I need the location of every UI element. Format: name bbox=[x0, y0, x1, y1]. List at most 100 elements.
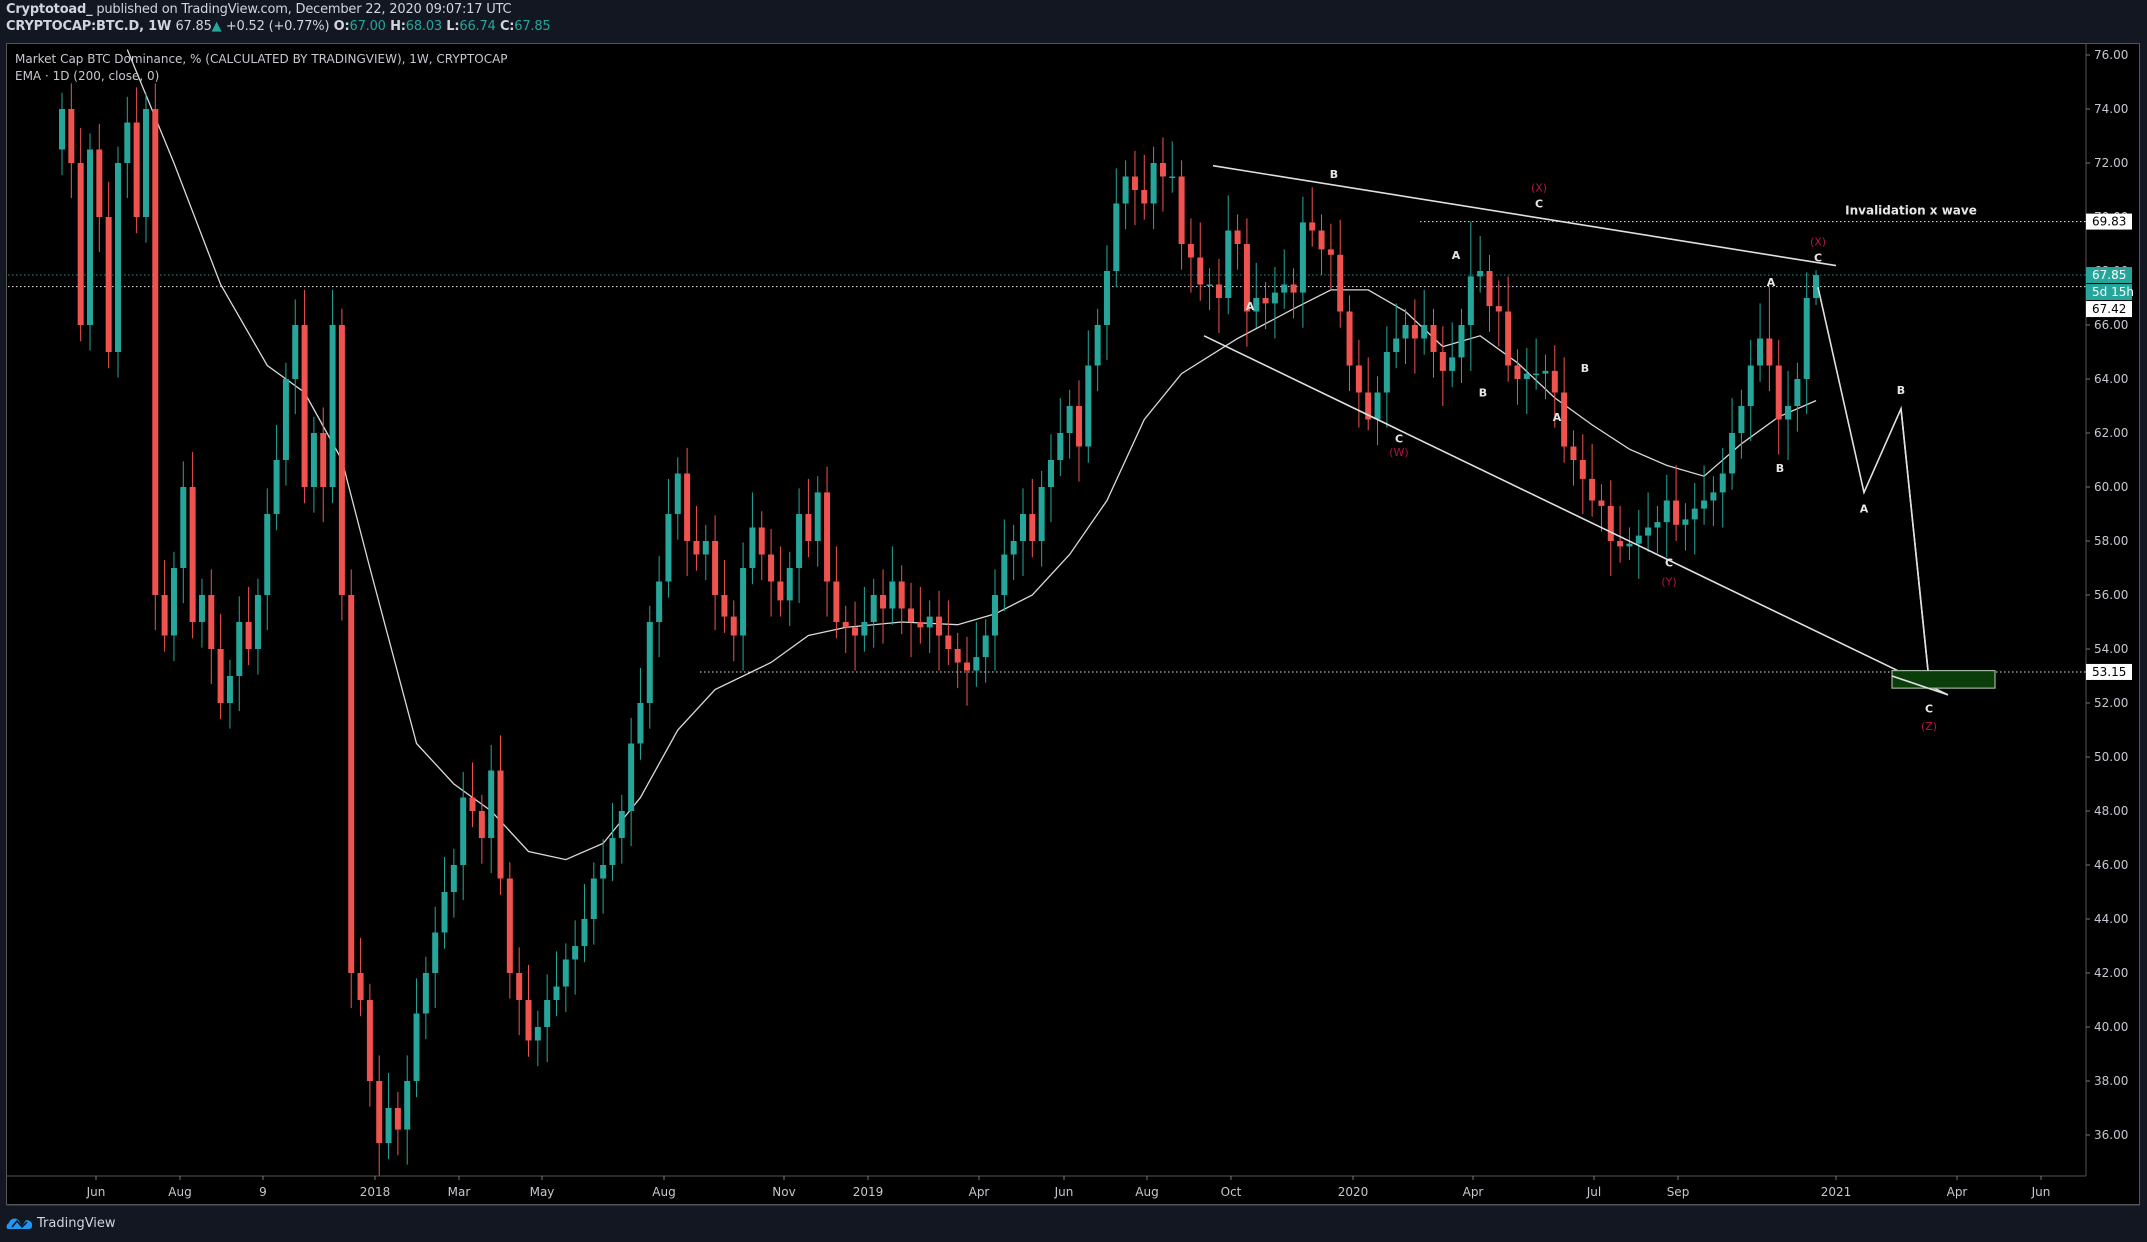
candle bbox=[1309, 187, 1316, 247]
candle bbox=[805, 478, 812, 558]
wave-label[interactable]: B bbox=[1776, 462, 1784, 475]
candle bbox=[1337, 219, 1344, 328]
candle bbox=[338, 308, 345, 621]
wave-label[interactable]: (X) bbox=[1531, 181, 1547, 194]
open-value: 67.00 bbox=[349, 19, 386, 34]
candle bbox=[1299, 196, 1306, 328]
candle bbox=[917, 586, 924, 644]
candle bbox=[852, 601, 859, 671]
candle bbox=[628, 717, 635, 847]
candle bbox=[96, 123, 103, 253]
candle bbox=[282, 362, 289, 486]
candle bbox=[413, 978, 420, 1098]
series-legend[interactable]: Market Cap BTC Dominance, % (CALCULATED … bbox=[15, 52, 508, 66]
candle bbox=[432, 906, 439, 1009]
ema-200-line[interactable] bbox=[126, 49, 1817, 861]
wave-label[interactable]: C bbox=[1665, 557, 1673, 570]
time-tick-label: 2019 bbox=[853, 1185, 884, 1199]
wave-label[interactable]: C bbox=[1535, 198, 1543, 211]
candle bbox=[236, 596, 243, 712]
candle bbox=[1589, 443, 1596, 517]
candle bbox=[1169, 141, 1176, 193]
price-tick-label: 48.00 bbox=[2094, 804, 2128, 818]
wave-label[interactable]: (W) bbox=[1389, 446, 1408, 459]
candle bbox=[954, 632, 961, 689]
candle bbox=[208, 569, 215, 685]
wave-label[interactable]: (X) bbox=[1810, 235, 1826, 248]
candle bbox=[656, 555, 663, 658]
wave-label[interactable]: C bbox=[1395, 432, 1403, 445]
candle bbox=[301, 289, 308, 504]
candle bbox=[1626, 527, 1633, 560]
candle bbox=[1439, 326, 1446, 406]
time-tick-label: 9 bbox=[259, 1185, 267, 1199]
wave-label[interactable]: (Y) bbox=[1661, 576, 1676, 589]
candle bbox=[1355, 339, 1362, 428]
candle bbox=[684, 447, 691, 577]
candle bbox=[1075, 380, 1082, 482]
candle bbox=[329, 289, 336, 504]
candle bbox=[889, 546, 896, 625]
chart-area[interactable] bbox=[6, 43, 2140, 1205]
candle bbox=[1094, 308, 1101, 392]
candle bbox=[786, 551, 793, 627]
price-tick-label: 74.00 bbox=[2094, 102, 2128, 116]
time-tick-label: 2021 bbox=[1821, 1185, 1852, 1199]
candle bbox=[1010, 524, 1017, 581]
wave-label[interactable]: A bbox=[1767, 276, 1776, 289]
candle bbox=[1682, 503, 1689, 551]
wave-projection-path[interactable] bbox=[1817, 287, 1929, 671]
target-zone-box[interactable] bbox=[1891, 669, 1996, 689]
price-tick-label: 64.00 bbox=[2094, 372, 2128, 386]
candle bbox=[366, 983, 373, 1107]
candle bbox=[77, 127, 84, 342]
wave-label[interactable]: C bbox=[1814, 252, 1822, 265]
candle bbox=[581, 883, 588, 963]
candle bbox=[1383, 326, 1390, 428]
wave-label[interactable]: A bbox=[1860, 503, 1869, 516]
candle bbox=[1607, 480, 1614, 577]
candle bbox=[1215, 258, 1222, 334]
tradingview-branding[interactable]: TradingView bbox=[6, 1215, 116, 1231]
lower-trendline[interactable] bbox=[1203, 335, 1949, 696]
price-tick-label: 56.00 bbox=[2094, 588, 2128, 602]
time-tick-label: Jun bbox=[1054, 1185, 1074, 1199]
wave-label[interactable]: B bbox=[1479, 387, 1487, 400]
wave-label[interactable]: (Z) bbox=[1921, 720, 1937, 733]
candle bbox=[1533, 338, 1540, 390]
wave-label[interactable]: A bbox=[1452, 249, 1461, 262]
candle bbox=[992, 569, 998, 671]
candle bbox=[376, 1055, 383, 1176]
wave-label[interactable]: B bbox=[1897, 384, 1905, 397]
candle bbox=[1234, 214, 1241, 270]
wave-label[interactable]: B bbox=[1330, 168, 1338, 181]
candle bbox=[1766, 287, 1773, 392]
price-tick-label: 76.00 bbox=[2094, 48, 2128, 62]
candle bbox=[1551, 345, 1558, 428]
wave-label[interactable]: C bbox=[1925, 702, 1933, 715]
candle bbox=[469, 762, 476, 828]
candle bbox=[105, 181, 112, 369]
candle bbox=[721, 559, 728, 633]
candle bbox=[1813, 270, 1820, 306]
wave-label[interactable]: A bbox=[1553, 411, 1562, 424]
indicator-legend[interactable]: EMA · 1D (200, close, 0) bbox=[15, 69, 160, 83]
price-tick-label: 58.00 bbox=[2094, 534, 2128, 548]
candle bbox=[758, 511, 765, 581]
upper-trendline[interactable] bbox=[1212, 164, 1837, 267]
candle bbox=[1038, 470, 1045, 567]
price-tick-label: 52.00 bbox=[2094, 696, 2128, 710]
price-change: +0.52 (+0.77%) bbox=[225, 19, 330, 34]
time-tick-label: 2020 bbox=[1338, 1185, 1369, 1199]
candle bbox=[254, 578, 261, 675]
price-tick-label: 36.00 bbox=[2094, 1128, 2128, 1142]
candle bbox=[1691, 482, 1698, 555]
candle bbox=[1467, 221, 1474, 371]
invalidation-note[interactable]: Invalidation x wave bbox=[1845, 203, 1977, 217]
candle bbox=[1542, 354, 1549, 400]
wave-label[interactable]: A bbox=[1246, 300, 1255, 313]
author-name[interactable]: Cryptotoad_ bbox=[6, 2, 93, 17]
candle bbox=[1458, 308, 1465, 384]
wave-label[interactable]: B bbox=[1581, 362, 1589, 375]
